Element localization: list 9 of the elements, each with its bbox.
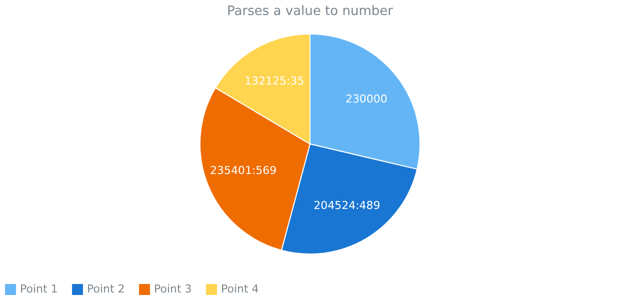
data-label: 230000 bbox=[345, 92, 388, 106]
legend-label: Point 4 bbox=[221, 282, 259, 296]
data-label: 204524:489 bbox=[314, 198, 380, 212]
chart-title: Parses a value to number bbox=[227, 4, 394, 19]
legend-label: Point 2 bbox=[87, 282, 125, 296]
legend-label: Point 3 bbox=[154, 282, 192, 296]
data-label: 132125:35 bbox=[244, 74, 304, 88]
data-label: 235401:569 bbox=[210, 164, 277, 178]
legend-label: Point 1 bbox=[20, 282, 58, 296]
